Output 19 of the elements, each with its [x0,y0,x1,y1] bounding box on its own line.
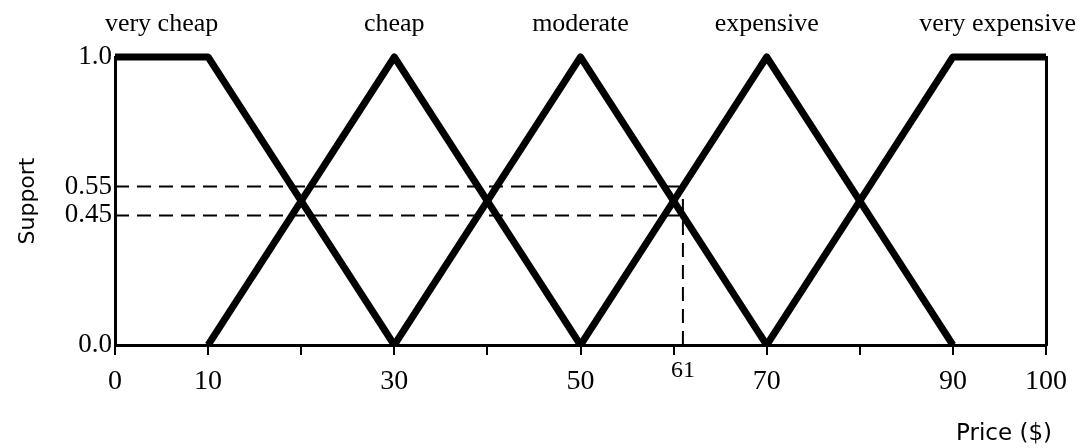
y-axis-title: Support [13,157,39,245]
y-tick-label: 0.0 [78,328,112,359]
x-tick-label: 70 [752,364,781,396]
series-label: very cheap [104,8,219,37]
x-tick-label: 10 [194,364,223,396]
x-tick-label: 100 [1025,364,1067,396]
series-label: very expensive [919,8,1077,37]
x-tick-label: 90 [938,364,967,396]
series-label: moderate [532,8,629,37]
annotation: 61 [670,356,695,383]
y-tick-label: 0.45 [64,198,112,229]
y-tick-label: 0.55 [64,169,112,200]
x-tick-label: 30 [380,364,409,396]
x-axis-title: Price ($) [956,419,1052,445]
series-label: cheap [363,8,425,37]
y-tick-label: 1.0 [78,40,112,71]
series-label: expensive [714,8,819,37]
x-tick-label: 50 [566,364,595,396]
x-tick-label: 0 [108,364,122,396]
